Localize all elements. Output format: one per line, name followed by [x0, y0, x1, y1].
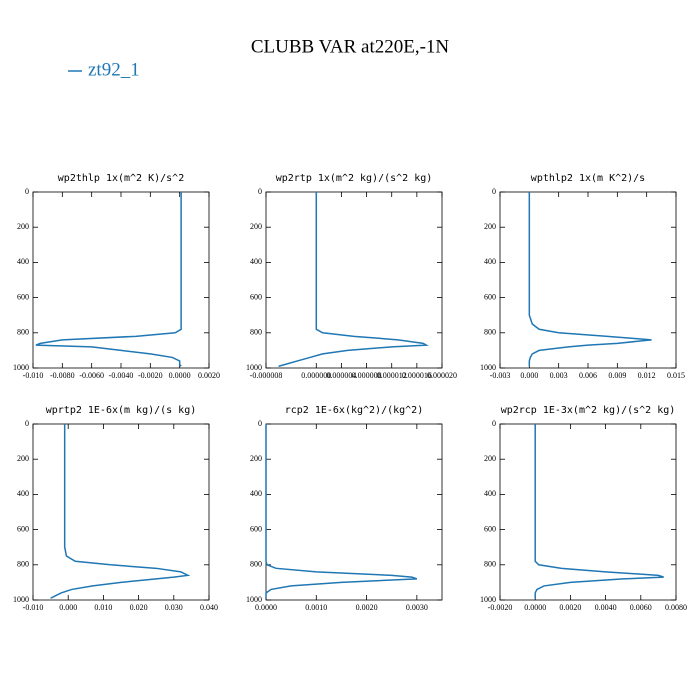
y-tick-label: 0 [25, 187, 29, 196]
y-tick-label: 1000 [13, 595, 29, 604]
x-tick-label: 0.0000 [169, 371, 191, 380]
x-tick-label: 0.010 [94, 603, 112, 612]
x-tick-label: 0.0040 [595, 603, 617, 612]
x-tick-label: 0.000012 [377, 371, 407, 380]
y-tick-label: 1000 [246, 363, 262, 372]
y-tick-label: 1000 [13, 363, 29, 372]
y-tick-label: 800 [250, 328, 262, 337]
x-tick-label: 0.0060 [630, 603, 652, 612]
y-tick-label: 400 [17, 257, 29, 266]
x-tick-label: 0.000008 [352, 371, 382, 380]
x-tick-label: 0.0020 [559, 603, 581, 612]
x-tick-label: 0.012 [638, 371, 656, 380]
profile-line [278, 192, 429, 367]
y-tick-label: 1000 [480, 595, 496, 604]
y-tick-label: 600 [250, 524, 262, 533]
x-tick-label: 0.009 [608, 371, 626, 380]
profile-line [265, 424, 418, 599]
profile-line [528, 192, 652, 367]
y-tick-label: 600 [250, 292, 262, 301]
y-tick-label: 200 [17, 454, 29, 463]
x-tick-label: 0.0000 [255, 603, 277, 612]
y-tick-label: 800 [484, 328, 496, 337]
panel-title: rcp2 1E-6x(kg^2)/(kg^2) [285, 405, 423, 416]
x-tick-label: 0.006 [579, 371, 597, 380]
x-tick-label: 0.0080 [665, 603, 687, 612]
plot-frame [499, 423, 677, 601]
x-tick-label: -0.0060 [79, 371, 104, 380]
x-tick-label: 0.003 [550, 371, 568, 380]
y-tick-label: 1000 [480, 363, 496, 372]
y-tick-label: 800 [484, 560, 496, 569]
x-tick-label: 0.0000 [524, 603, 546, 612]
legend-label: zt92_1 [88, 59, 140, 80]
panel-title: wp2rtp 1x(m^2 kg)/(s^2 kg) [276, 173, 433, 184]
y-tick-label: 200 [250, 454, 262, 463]
y-tick-label: 1000 [246, 595, 262, 604]
x-tick-label: -0.000008 [250, 371, 283, 380]
y-tick-label: 600 [17, 524, 29, 533]
y-tick-label: 600 [484, 292, 496, 301]
x-tick-label: -0.010 [23, 371, 44, 380]
y-tick-label: 200 [484, 454, 496, 463]
x-tick-label: -0.010 [23, 603, 44, 612]
y-tick-label: 0 [258, 419, 262, 428]
x-tick-label: -0.0040 [109, 371, 134, 380]
y-tick-label: 0 [25, 419, 29, 428]
y-tick-label: 200 [17, 222, 29, 231]
x-tick-label: -0.0080 [50, 371, 75, 380]
y-tick-label: 0 [492, 187, 496, 196]
panel-title: wp2rcp 1E-3x(m^2 kg)/(s^2 kg) [501, 405, 676, 416]
y-tick-label: 400 [250, 489, 262, 498]
y-tick-label: 200 [484, 222, 496, 231]
y-tick-label: 400 [17, 489, 29, 498]
x-tick-label: 0.0010 [305, 603, 327, 612]
x-tick-label: 0.000020 [427, 371, 457, 380]
x-tick-label: 0.0030 [406, 603, 428, 612]
plot-frame [32, 423, 210, 601]
x-tick-label: 0.0020 [198, 371, 220, 380]
x-tick-label: 0.015 [667, 371, 685, 380]
profile-line [534, 424, 664, 599]
x-tick-label: 0.000016 [402, 371, 432, 380]
y-tick-label: 0 [258, 187, 262, 196]
y-tick-label: 400 [484, 489, 496, 498]
panel-title: wprtp2 1E-6x(m kg)/(s kg) [46, 405, 197, 416]
panel-title: wpthlp2 1x(m K^2)/s [531, 173, 645, 184]
profile-line [35, 192, 182, 367]
x-tick-label: -0.003 [490, 371, 511, 380]
x-tick-label: 0.000004 [326, 371, 356, 380]
x-tick-label: 0.040 [200, 603, 218, 612]
x-tick-label: 0.030 [165, 603, 183, 612]
y-tick-label: 800 [17, 560, 29, 569]
x-tick-label: -0.0020 [488, 603, 513, 612]
profile-line [50, 424, 191, 599]
plot-frame [265, 191, 443, 369]
panel-title: wp2thlp 1x(m^2 K)/s^2 [58, 173, 184, 184]
y-tick-label: 800 [250, 560, 262, 569]
y-tick-label: 600 [484, 524, 496, 533]
x-tick-label: 0.000 [59, 603, 77, 612]
y-tick-label: 600 [17, 292, 29, 301]
figure-title: CLUBB VAR at220E,-1N [251, 36, 450, 57]
x-tick-label: 0.0020 [356, 603, 378, 612]
y-tick-label: 0 [492, 419, 496, 428]
x-tick-label: 0.000 [520, 371, 538, 380]
x-tick-label: 0.000000 [301, 371, 331, 380]
x-tick-label: 0.020 [130, 603, 148, 612]
y-tick-label: 400 [484, 257, 496, 266]
y-tick-label: 800 [17, 328, 29, 337]
x-tick-label: -0.0020 [138, 371, 163, 380]
y-tick-label: 200 [250, 222, 262, 231]
y-tick-label: 400 [250, 257, 262, 266]
